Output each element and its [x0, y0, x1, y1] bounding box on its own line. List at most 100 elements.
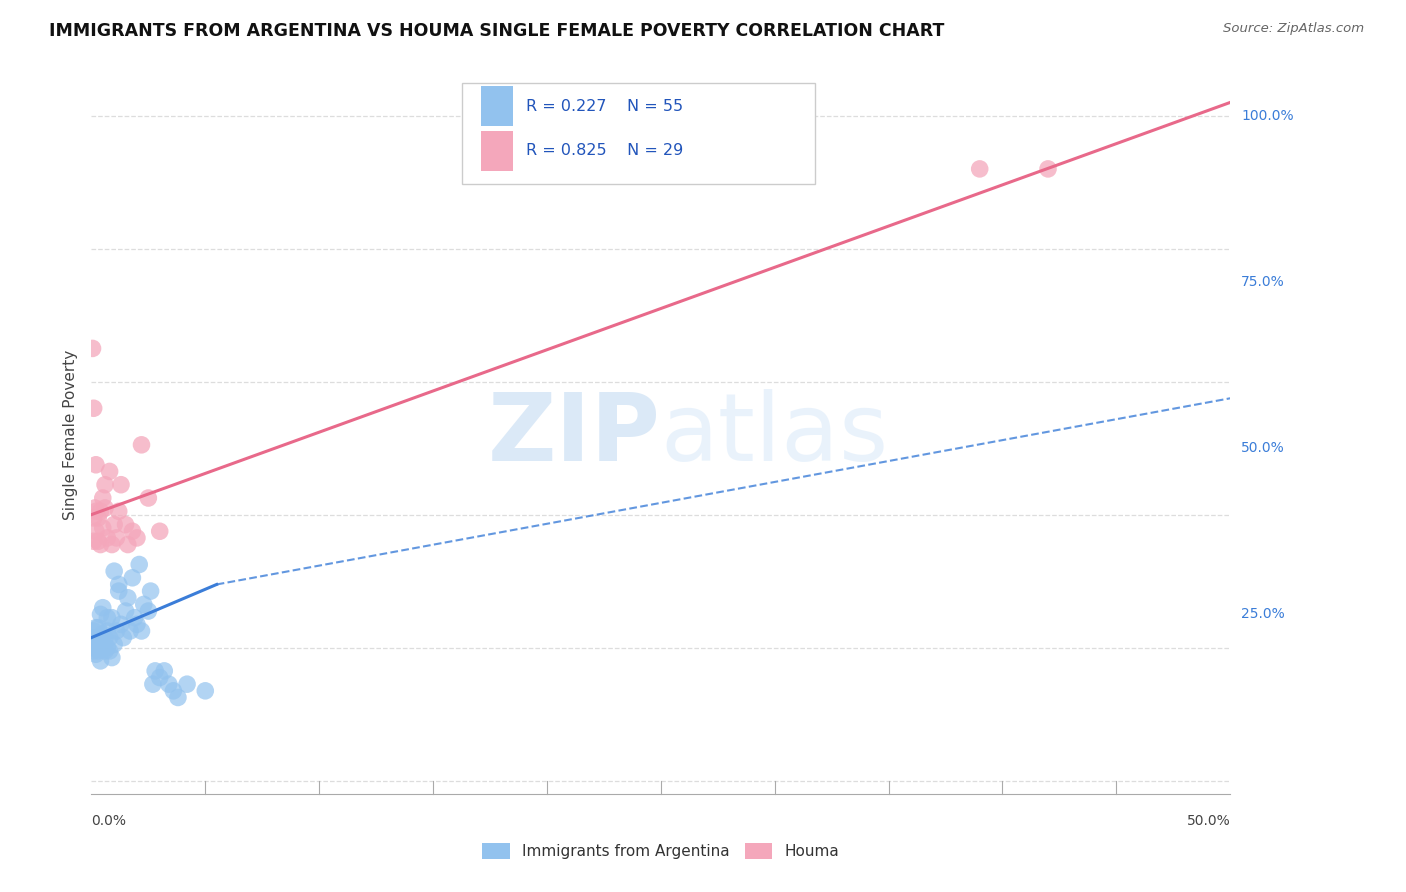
Point — [138, 491, 160, 505]
Point — [107, 577, 129, 591]
Text: ZIP: ZIP — [488, 389, 661, 481]
Point — [89, 634, 111, 648]
Point — [83, 500, 105, 515]
Point — [124, 610, 146, 624]
Point — [84, 647, 107, 661]
Point — [96, 531, 118, 545]
Point — [96, 624, 118, 638]
Point — [121, 571, 143, 585]
Point — [89, 654, 111, 668]
Point — [84, 524, 107, 539]
Point — [162, 683, 184, 698]
Point — [142, 677, 165, 691]
Point — [87, 631, 110, 645]
FancyBboxPatch shape — [461, 83, 814, 184]
Point — [112, 631, 135, 645]
Point — [101, 610, 124, 624]
Point — [91, 521, 114, 535]
Point — [114, 604, 136, 618]
Point — [89, 537, 111, 551]
Point — [91, 491, 114, 505]
FancyBboxPatch shape — [481, 87, 513, 126]
Point — [83, 534, 105, 549]
Point — [87, 511, 110, 525]
Point — [94, 477, 117, 491]
Text: atlas: atlas — [661, 389, 889, 481]
Point — [91, 600, 114, 615]
Point — [83, 624, 105, 638]
Point — [143, 664, 166, 678]
Point — [103, 637, 125, 651]
Point — [103, 564, 125, 578]
Text: 50.0%: 50.0% — [1187, 814, 1230, 828]
Text: R = 0.825    N = 29: R = 0.825 N = 29 — [526, 144, 683, 159]
Point — [91, 640, 114, 655]
Text: 75.0%: 75.0% — [1241, 275, 1285, 289]
Point — [82, 342, 104, 356]
Point — [117, 537, 139, 551]
Point — [149, 524, 172, 539]
Point — [107, 584, 129, 599]
Point — [120, 624, 142, 638]
Point — [153, 664, 176, 678]
Point — [131, 624, 153, 638]
Point — [125, 531, 148, 545]
Point — [82, 634, 104, 648]
Point — [110, 617, 132, 632]
Point — [110, 477, 132, 491]
Point — [84, 634, 107, 648]
Point — [117, 591, 139, 605]
Point — [132, 598, 155, 612]
Point — [91, 627, 114, 641]
Point — [131, 438, 153, 452]
Point — [89, 607, 111, 622]
Text: 100.0%: 100.0% — [1241, 109, 1294, 123]
Legend: Immigrants from Argentina, Houma: Immigrants from Argentina, Houma — [477, 837, 845, 865]
Point — [101, 650, 124, 665]
Point — [105, 624, 128, 638]
Text: IMMIGRANTS FROM ARGENTINA VS HOUMA SINGLE FEMALE POVERTY CORRELATION CHART: IMMIGRANTS FROM ARGENTINA VS HOUMA SINGL… — [49, 22, 945, 40]
Point — [94, 500, 117, 515]
Text: 25.0%: 25.0% — [1241, 607, 1285, 622]
Point — [83, 631, 105, 645]
Point — [114, 517, 136, 532]
Point — [83, 401, 105, 416]
Point — [103, 517, 125, 532]
Point — [107, 504, 129, 518]
Point — [128, 558, 150, 572]
Text: Source: ZipAtlas.com: Source: ZipAtlas.com — [1223, 22, 1364, 36]
Point — [87, 637, 110, 651]
Point — [82, 640, 104, 655]
Point — [83, 637, 105, 651]
Point — [149, 671, 172, 685]
Point — [969, 161, 991, 176]
Point — [98, 644, 121, 658]
Point — [94, 631, 117, 645]
Point — [101, 537, 124, 551]
Point — [96, 640, 118, 655]
Point — [87, 644, 110, 658]
Point — [139, 584, 162, 599]
Text: R = 0.227    N = 55: R = 0.227 N = 55 — [526, 98, 683, 113]
Point — [84, 621, 107, 635]
Point — [98, 464, 121, 478]
Point — [125, 617, 148, 632]
Point — [84, 458, 107, 472]
Point — [89, 504, 111, 518]
Point — [167, 690, 190, 705]
Point — [94, 644, 117, 658]
Point — [176, 677, 198, 691]
Text: 0.0%: 0.0% — [91, 814, 127, 828]
Point — [87, 621, 110, 635]
Point — [121, 524, 143, 539]
Text: 50.0%: 50.0% — [1241, 442, 1285, 455]
Point — [83, 644, 105, 658]
Point — [138, 604, 160, 618]
FancyBboxPatch shape — [481, 131, 513, 170]
Point — [84, 504, 107, 518]
Point — [105, 531, 128, 545]
Point — [96, 610, 118, 624]
Point — [98, 631, 121, 645]
Point — [87, 534, 110, 549]
Point — [194, 683, 217, 698]
